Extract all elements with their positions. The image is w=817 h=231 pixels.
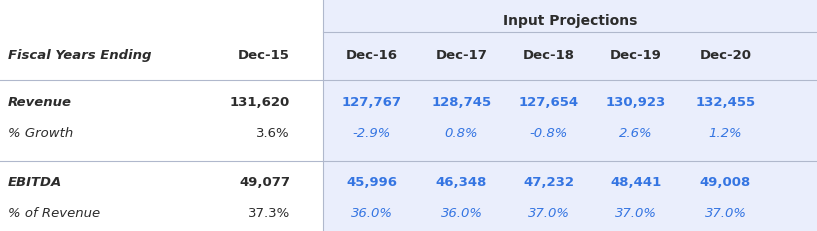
Text: 37.3%: 37.3% [248, 207, 290, 220]
Text: % of Revenue: % of Revenue [8, 207, 100, 220]
Text: 127,654: 127,654 [519, 96, 579, 109]
Text: 36.0%: 36.0% [440, 207, 483, 220]
Text: Input Projections: Input Projections [502, 14, 637, 28]
Text: 37.0%: 37.0% [704, 207, 747, 220]
Text: 132,455: 132,455 [695, 96, 756, 109]
Text: 45,996: 45,996 [346, 176, 397, 189]
Text: -2.9%: -2.9% [353, 128, 391, 140]
Text: 37.0%: 37.0% [528, 207, 570, 220]
Text: Dec-16: Dec-16 [346, 49, 398, 62]
Text: 37.0%: 37.0% [614, 207, 657, 220]
Text: Dec-19: Dec-19 [609, 49, 662, 62]
Text: 47,232: 47,232 [524, 176, 574, 189]
Text: 2.6%: 2.6% [618, 128, 653, 140]
Text: EBITDA: EBITDA [8, 176, 62, 189]
Text: 0.8%: 0.8% [444, 128, 479, 140]
Text: Dec-15: Dec-15 [239, 49, 290, 62]
Text: Dec-17: Dec-17 [435, 49, 488, 62]
Text: Fiscal Years Ending: Fiscal Years Ending [8, 49, 152, 62]
Text: 130,923: 130,923 [605, 96, 666, 109]
Text: 3.6%: 3.6% [257, 128, 290, 140]
Text: 46,348: 46,348 [436, 176, 487, 189]
Text: 128,745: 128,745 [431, 96, 492, 109]
Text: Revenue: Revenue [8, 96, 72, 109]
Text: % Growth: % Growth [8, 128, 74, 140]
Text: Dec-18: Dec-18 [523, 49, 575, 62]
Text: 127,767: 127,767 [342, 96, 402, 109]
Text: 1.2%: 1.2% [708, 128, 743, 140]
Text: 49,008: 49,008 [700, 176, 751, 189]
Text: -0.8%: -0.8% [530, 128, 568, 140]
Text: 36.0%: 36.0% [350, 207, 393, 220]
Text: 48,441: 48,441 [610, 176, 661, 189]
FancyBboxPatch shape [323, 0, 817, 231]
Text: 49,077: 49,077 [239, 176, 290, 189]
Text: 131,620: 131,620 [230, 96, 290, 109]
Text: Dec-20: Dec-20 [699, 49, 752, 62]
